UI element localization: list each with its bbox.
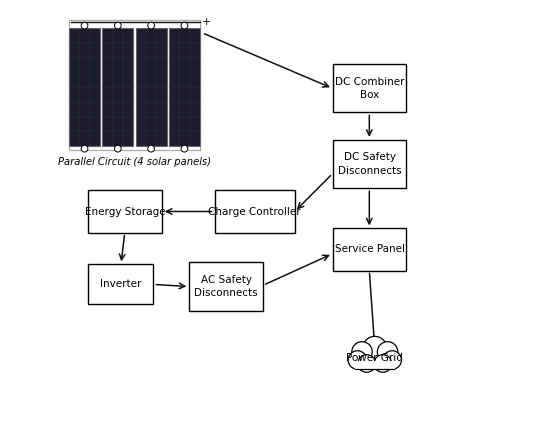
FancyBboxPatch shape (136, 28, 167, 146)
Circle shape (348, 351, 367, 369)
Text: Service Panel: Service Panel (334, 244, 405, 255)
Text: Inverter: Inverter (100, 279, 142, 289)
FancyBboxPatch shape (333, 64, 406, 113)
FancyBboxPatch shape (69, 28, 100, 146)
FancyBboxPatch shape (214, 190, 295, 233)
FancyBboxPatch shape (103, 28, 133, 146)
Text: AC Safety
Disconnects: AC Safety Disconnects (194, 275, 258, 298)
Text: +: + (201, 17, 211, 27)
Text: Parallel Circuit (4 solar panels): Parallel Circuit (4 solar panels) (58, 157, 211, 167)
Text: Charge Controller: Charge Controller (209, 206, 301, 217)
Text: DC Combiner
Box: DC Combiner Box (335, 77, 405, 100)
FancyBboxPatch shape (88, 190, 162, 233)
Circle shape (115, 146, 121, 152)
FancyBboxPatch shape (169, 28, 200, 146)
Circle shape (377, 342, 398, 362)
FancyBboxPatch shape (355, 361, 395, 369)
Text: Energy Storage: Energy Storage (85, 206, 165, 217)
Circle shape (374, 354, 392, 372)
Circle shape (148, 22, 155, 29)
Circle shape (181, 22, 188, 29)
Circle shape (358, 354, 376, 372)
Circle shape (181, 146, 188, 152)
Circle shape (81, 146, 88, 152)
Circle shape (359, 344, 390, 374)
Circle shape (352, 342, 372, 362)
FancyBboxPatch shape (333, 140, 406, 188)
FancyBboxPatch shape (88, 264, 154, 304)
Text: DC Safety
Disconnects: DC Safety Disconnects (338, 152, 401, 176)
Circle shape (363, 336, 387, 360)
Circle shape (81, 22, 88, 29)
FancyBboxPatch shape (333, 228, 406, 271)
Circle shape (115, 22, 121, 29)
Text: Power Grid: Power Grid (346, 353, 403, 363)
FancyBboxPatch shape (190, 262, 263, 310)
Circle shape (383, 351, 401, 369)
Circle shape (148, 146, 155, 152)
